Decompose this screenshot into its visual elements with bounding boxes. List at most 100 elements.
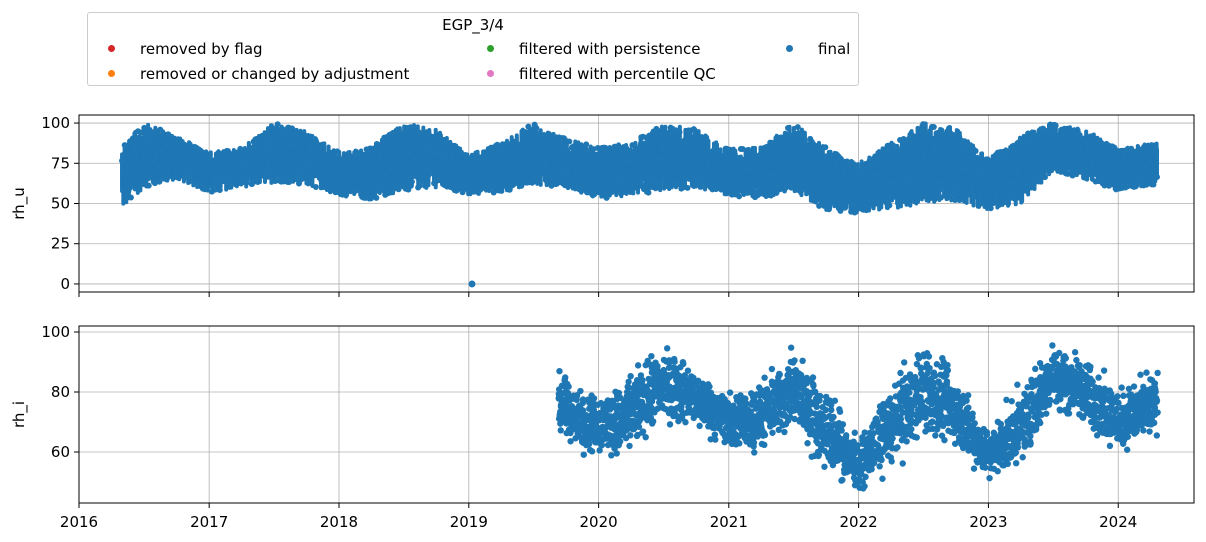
data-point xyxy=(770,171,777,178)
data-point xyxy=(774,151,781,158)
data-point xyxy=(891,146,898,153)
ytick-label-100: 100 xyxy=(41,114,70,132)
data-point xyxy=(875,151,882,158)
data-point xyxy=(303,163,310,170)
data-point xyxy=(282,130,289,137)
data-point xyxy=(244,161,251,168)
data-point xyxy=(1077,146,1084,153)
data-point xyxy=(287,177,294,184)
data-point xyxy=(696,153,703,160)
data-point xyxy=(726,389,734,396)
data-point xyxy=(736,193,743,200)
data-point xyxy=(854,205,861,212)
data-point xyxy=(705,158,712,165)
data-point xyxy=(139,173,146,180)
data-point xyxy=(1009,178,1016,185)
data-point xyxy=(556,367,563,375)
data-point xyxy=(432,135,439,142)
data-point xyxy=(391,170,398,177)
data-point xyxy=(183,163,190,170)
data-point xyxy=(446,161,453,168)
data-point xyxy=(1004,148,1011,155)
data-point xyxy=(608,159,615,166)
data-point xyxy=(696,142,703,149)
data-point xyxy=(160,171,167,178)
series-final-rh_i xyxy=(555,342,1161,492)
data-point xyxy=(202,170,209,177)
data-point xyxy=(541,164,548,171)
data-point xyxy=(1000,176,1007,183)
data-point xyxy=(215,150,222,157)
data-point xyxy=(206,155,213,162)
data-point xyxy=(615,389,623,397)
data-point xyxy=(163,176,170,183)
data-point xyxy=(696,422,703,430)
data-point xyxy=(232,158,239,165)
data-point xyxy=(645,375,652,383)
data-point xyxy=(738,186,745,193)
data-point xyxy=(561,147,568,154)
data-point xyxy=(411,170,418,177)
data-point xyxy=(688,154,695,161)
data-point xyxy=(668,158,675,165)
data-point xyxy=(357,157,364,164)
data-point xyxy=(448,178,455,185)
data-point xyxy=(736,178,743,185)
data-point xyxy=(652,137,659,144)
data-point xyxy=(570,179,577,186)
data-point xyxy=(488,173,495,180)
data-point xyxy=(175,174,182,181)
data-point xyxy=(647,151,654,158)
data-point xyxy=(468,165,475,172)
data-point xyxy=(588,448,596,455)
ytick-label-25: 25 xyxy=(51,235,70,253)
data-point xyxy=(642,433,649,441)
data-point xyxy=(969,192,976,199)
data-point xyxy=(131,140,138,147)
data-point xyxy=(400,170,407,177)
data-point xyxy=(925,191,932,198)
data-point xyxy=(1070,170,1077,177)
data-point xyxy=(773,182,780,189)
data-point xyxy=(809,139,816,146)
data-point xyxy=(778,135,785,142)
data-point xyxy=(144,131,151,138)
data-point xyxy=(263,137,270,144)
data-point xyxy=(684,184,691,191)
data-point xyxy=(585,158,592,165)
data-point xyxy=(845,174,852,181)
data-point xyxy=(639,376,646,384)
data-point xyxy=(707,436,714,443)
data-point xyxy=(1137,171,1144,178)
data-point xyxy=(295,166,302,173)
data-point xyxy=(322,156,329,163)
data-point xyxy=(370,155,377,162)
data-point xyxy=(961,155,968,162)
data-point xyxy=(699,176,706,183)
data-point xyxy=(625,151,632,158)
data-point xyxy=(666,178,673,185)
data-point xyxy=(155,131,162,138)
data-point xyxy=(825,183,832,190)
data-point xyxy=(293,174,300,181)
data-point xyxy=(607,181,614,188)
data-point xyxy=(395,186,402,193)
data-point xyxy=(961,184,968,191)
data-point xyxy=(745,155,752,162)
data-point xyxy=(427,170,434,177)
data-point xyxy=(518,182,525,189)
data-point xyxy=(798,130,805,137)
data-point xyxy=(503,178,510,185)
data-point xyxy=(274,121,281,128)
data-point xyxy=(791,134,798,141)
data-point xyxy=(624,181,631,188)
data-point xyxy=(928,177,935,184)
data-point xyxy=(1005,155,1012,162)
data-point xyxy=(874,199,881,206)
data-point xyxy=(127,194,134,201)
data-point xyxy=(1049,165,1056,172)
data-point xyxy=(727,175,734,182)
data-point xyxy=(882,176,889,183)
data-point xyxy=(367,184,374,191)
